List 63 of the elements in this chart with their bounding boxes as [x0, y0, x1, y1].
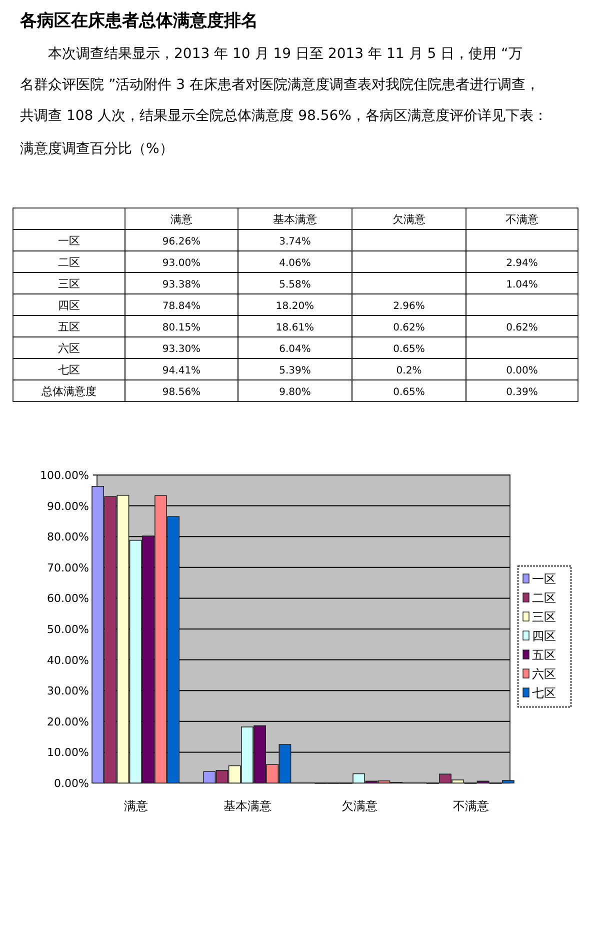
y-tick-label: 二区: [58, 256, 80, 269]
x-tick-label: 不满意: [452, 799, 489, 813]
legend-label: 二区: [532, 591, 556, 605]
x-tick-label: 满意: [124, 799, 148, 813]
data-label: 93.38%: [162, 279, 201, 290]
data-label: 94.41%: [162, 365, 201, 376]
y-tick-label: 100.00%: [40, 469, 89, 482]
legend-label: 六区: [532, 667, 556, 681]
data-label: 0.2%: [396, 365, 422, 376]
data-label: 18.61%: [276, 322, 314, 334]
y-tick-label: 四区: [58, 298, 80, 312]
legend-label: 三区: [532, 610, 556, 624]
data-label: 0.65%: [393, 386, 425, 398]
x-tick-label: 欠满意: [341, 799, 378, 813]
data-label: 2.94%: [506, 258, 538, 269]
y-tick-label: 90.00%: [47, 500, 89, 513]
y-tick-label: 10.00%: [47, 746, 89, 760]
data-label: 0.62%: [506, 322, 538, 334]
x-tick-label: 不满意: [506, 212, 538, 226]
data-label: 0.65%: [393, 344, 425, 355]
data-label: 93.00%: [162, 258, 201, 269]
x-tick-label: 基本满意: [273, 212, 317, 226]
data-label: 2.96%: [393, 300, 425, 312]
data-label: 80.15%: [162, 322, 201, 334]
data-label: 5.58%: [279, 279, 311, 290]
data-label: 4.06%: [279, 258, 311, 269]
y-tick-label: 70.00%: [47, 561, 89, 574]
x-tick-label: 欠满意: [392, 212, 426, 226]
legend-label: 一区: [532, 572, 556, 586]
data-label: 6.04%: [279, 344, 311, 355]
x-tick-label: 基本满意: [224, 799, 272, 813]
y-tick-label: 总体满意度: [40, 384, 96, 398]
legend-label: 五区: [532, 648, 556, 662]
text: 本次调查结果显示，2013 年 10 月 19 日至 2013 年 11 月 5 日，使用 “万名群众评医院 ”活动附件 3 在床患者对医院满意度调查表对我院住院患者进行调查，共调查 108 人次，结果显示全院总体满意度 98.56%，各病区满意度评价详见下表：: [20, 46, 548, 124]
data-label: 0.00%: [506, 365, 538, 376]
y-tick-label: 六区: [58, 342, 80, 355]
y-tick-label: 60.00%: [47, 592, 89, 606]
y-tick-label: 三区: [58, 277, 80, 290]
y-tick-label: 七区: [58, 363, 80, 376]
data-label: 93.30%: [162, 344, 201, 355]
y-tick-label: 一区: [58, 234, 80, 248]
y-tick-label: 80.00%: [47, 530, 89, 544]
data-label: 98.56%: [162, 386, 201, 398]
data-label: 0.62%: [393, 322, 425, 334]
x-tick-label: 满意: [170, 212, 192, 226]
y-tick-label: 50.00%: [47, 623, 89, 636]
data-label: 0.39%: [506, 386, 538, 398]
y-tick-label: 40.00%: [47, 654, 89, 667]
data-label: 5.39%: [279, 365, 311, 376]
y-tick-label: 30.00%: [47, 684, 89, 698]
legend-label: 七区: [532, 686, 556, 700]
data-label: 1.04%: [506, 279, 538, 290]
data-label: 78.84%: [162, 300, 201, 312]
y-tick-label: 0.00%: [54, 777, 89, 790]
y-tick-label: 20.00%: [47, 715, 89, 728]
data-label: 9.80%: [279, 386, 311, 398]
data-label: 96.26%: [162, 236, 201, 248]
chart-subtitle: 满意度调查百分比（%）: [20, 141, 174, 157]
legend-label: 四区: [532, 629, 556, 643]
data-label: 18.20%: [276, 300, 314, 312]
y-tick-label: 五区: [58, 320, 80, 334]
data-label: 3.74%: [279, 236, 311, 248]
chart-title: 各病区在床患者总体满意度排名: [19, 11, 258, 31]
